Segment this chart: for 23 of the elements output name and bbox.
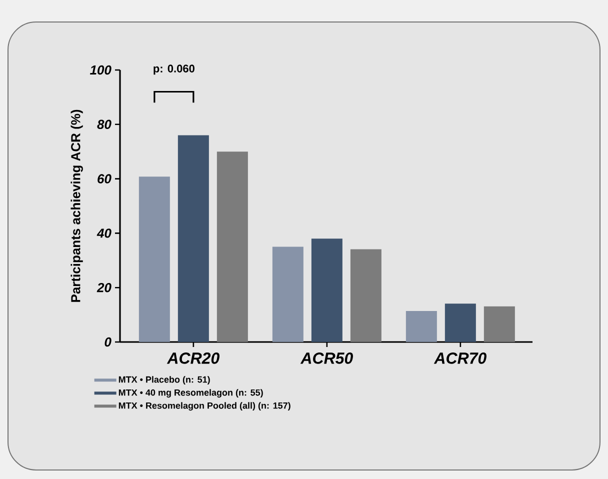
y-tick-label: 40 <box>96 228 112 238</box>
bar <box>311 238 342 342</box>
bar <box>138 176 170 342</box>
bar <box>216 152 248 342</box>
bar <box>178 135 209 342</box>
x-tick-label: ACR50 <box>300 352 353 364</box>
legend-label: MTX • 40 mg Resomelagon (n: 55) <box>118 389 263 398</box>
y-tick-label: 0 <box>104 337 112 347</box>
y-tick-label: 60 <box>98 174 112 184</box>
y-tick-label: 100 <box>90 65 112 75</box>
x-tick-label: ACR70 <box>434 352 486 364</box>
bar <box>272 246 304 342</box>
bar <box>350 249 382 342</box>
bar <box>444 304 476 342</box>
x-tick-label: ACR20 <box>166 352 220 364</box>
bar <box>484 306 515 342</box>
y-tick-label: 80 <box>97 120 112 129</box>
annotation: p: 0.060 <box>154 64 194 75</box>
bar <box>406 310 437 342</box>
y-axis-title: Participants achieving ACR (%) <box>70 110 83 302</box>
legend-label: MTX • Placebo (n: 51) <box>118 376 210 384</box>
legend-label: MTX • Resomelagon Pooled (all) (n: 157) <box>118 402 290 411</box>
y-tick-label: 20 <box>96 282 112 292</box>
